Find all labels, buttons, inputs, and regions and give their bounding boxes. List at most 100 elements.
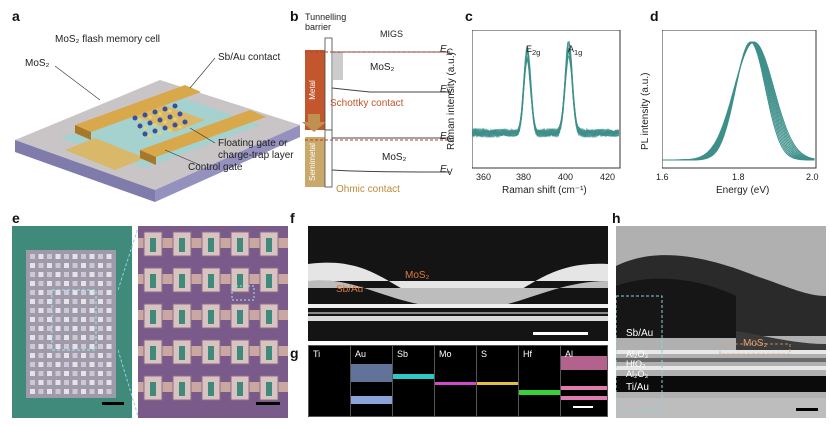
label-ev-1: EV (440, 84, 453, 97)
array-cell (98, 353, 103, 358)
array-cell (64, 272, 69, 277)
array-cell (38, 272, 44, 277)
array-cell (81, 290, 86, 295)
array-cell (89, 326, 95, 331)
channel (237, 274, 243, 288)
pl-tick-1: 1.8 (732, 172, 745, 182)
channel (208, 310, 214, 324)
array-cell (47, 389, 52, 394)
channel (150, 274, 156, 288)
channel (179, 382, 185, 396)
array-cell (106, 308, 112, 313)
array-cell (72, 299, 78, 304)
svg-text:Semimetal: Semimetal (308, 143, 317, 181)
array-cell (64, 371, 69, 376)
label-mos2: MoS₂ (25, 58, 50, 69)
label-mos2-b1: MoS₂ (370, 62, 395, 73)
panel-d-letter: d (650, 8, 659, 24)
array-cell (38, 380, 44, 385)
array-cell (55, 380, 61, 385)
label-ohmic: Ohmic contact (336, 184, 400, 195)
array-cell (106, 335, 112, 340)
array-cell (89, 290, 95, 295)
array-cell (72, 263, 78, 268)
array-cell (30, 362, 35, 367)
label-ec-1: EC (440, 44, 454, 57)
pl-series-9 (662, 41, 815, 161)
raman-series-3 (472, 47, 620, 138)
array-cell (64, 308, 69, 313)
array-cell (55, 335, 61, 340)
edx-maps: Ti Au Sb Mo S Hf Al (308, 345, 608, 417)
channel (179, 274, 185, 288)
peak-a1g: A1g (568, 44, 583, 57)
array-cell (47, 263, 52, 268)
array-cell (47, 308, 52, 313)
array-cell (47, 344, 52, 349)
array-cell (98, 371, 103, 376)
array-cell (81, 380, 86, 385)
label-h-al2o3-bot: Al₂O₃ (626, 369, 649, 379)
array-cell (55, 272, 61, 277)
array-cell (47, 317, 52, 322)
array-cell (89, 281, 95, 286)
array-cell (47, 281, 52, 286)
panel-g-letter: g (290, 345, 299, 361)
array-cell (64, 344, 69, 349)
label-floating-gate: Floating gate or (218, 138, 288, 149)
label-control-gate: Control gate (188, 162, 243, 173)
array-cell (30, 326, 35, 331)
channel (266, 238, 272, 252)
array-cell (38, 317, 44, 322)
raman-series-8 (472, 42, 620, 139)
array-cell (64, 389, 69, 394)
array-cell (106, 380, 112, 385)
channel (208, 274, 214, 288)
array-cell (81, 281, 86, 286)
array-cell (89, 299, 95, 304)
array-cell (38, 344, 44, 349)
array-cell (89, 344, 95, 349)
band-diagram: Metal Semimetal (302, 37, 451, 188)
label-h-al2o3-top: Al₂O₃ (626, 349, 649, 359)
optical-image-zoom (138, 226, 288, 418)
array-cell (72, 353, 78, 358)
tem-high-res (616, 226, 826, 418)
label-schottky: Schottky contact (330, 98, 404, 109)
array-cell (64, 263, 69, 268)
array-cell (98, 326, 103, 331)
raman-series-5 (472, 48, 620, 138)
pl-series-8 (662, 41, 815, 161)
array-cell (106, 353, 112, 358)
channel (208, 238, 214, 252)
label-sbau-contact: Sb/Au contact (218, 52, 281, 63)
raman-xlabel: Raman shift (cm⁻¹) (502, 185, 587, 196)
channel (266, 274, 272, 288)
array-cell (30, 281, 35, 286)
array-cell (98, 299, 103, 304)
array-cell (30, 254, 35, 259)
panel-h-letter: h (612, 210, 621, 226)
channel (208, 346, 214, 360)
label-migs: MIGS (380, 29, 404, 39)
channel (150, 310, 156, 324)
array-cell (81, 362, 86, 367)
array-cell (47, 362, 52, 367)
channel (266, 346, 272, 360)
channel (266, 382, 272, 396)
array-cell (47, 353, 52, 358)
array-cell (72, 308, 78, 313)
array-cell (106, 389, 112, 394)
array-cell (64, 362, 69, 367)
label-h-tiau: Ti/Au (626, 382, 649, 393)
semimetal-block (305, 137, 325, 187)
array-cell (98, 263, 103, 268)
array-cell (30, 290, 35, 295)
edx-tile-sb: Sb (392, 345, 436, 417)
array-cell (98, 335, 103, 340)
pl-ylabel: PL intensity (a.u.) (640, 72, 651, 150)
array-cell (106, 281, 112, 286)
array-cell (98, 254, 103, 259)
svg-text:Metal: Metal (308, 80, 317, 100)
array-cell (81, 326, 86, 331)
